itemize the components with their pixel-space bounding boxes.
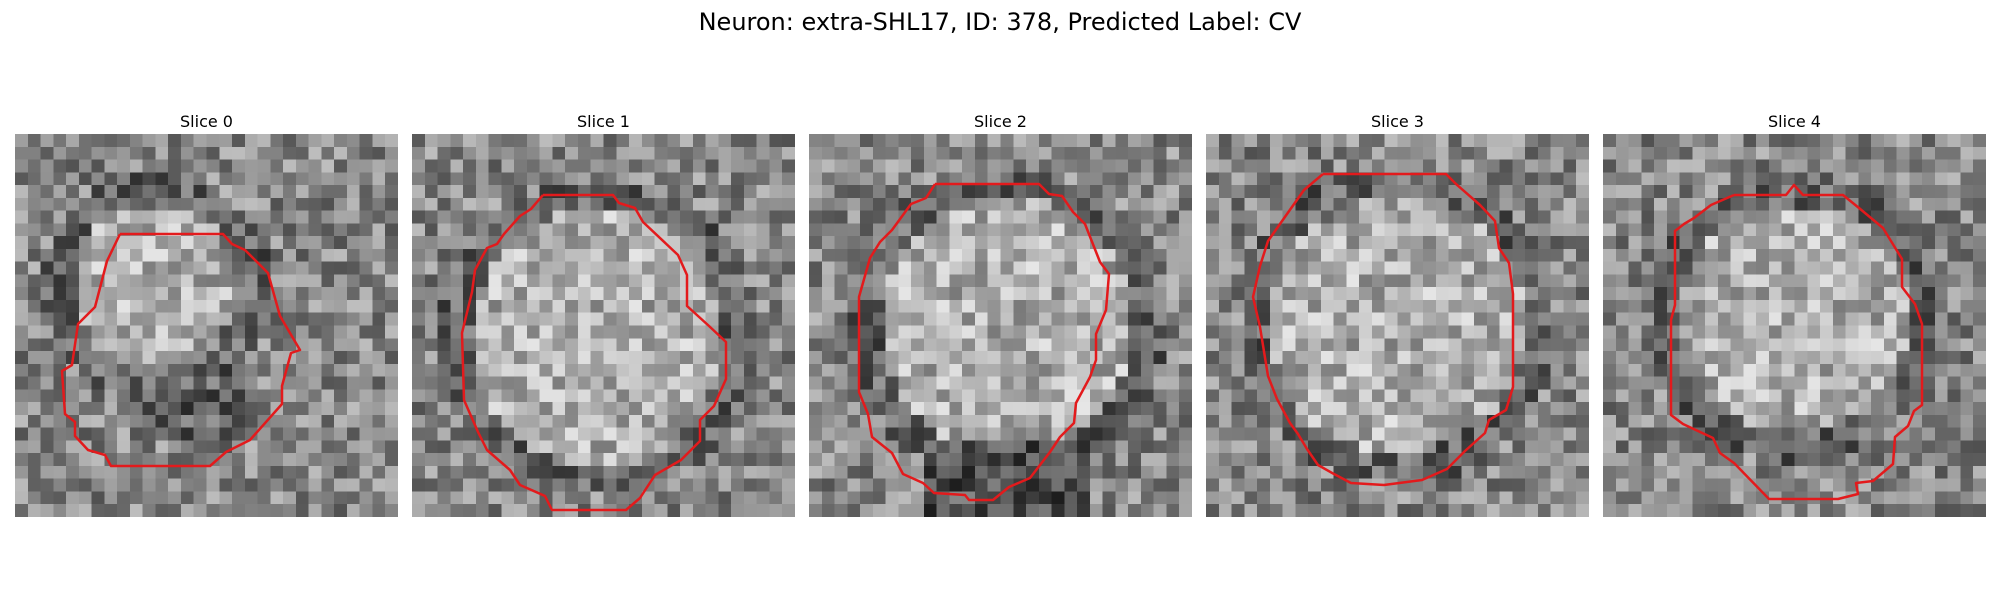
slice-title-4: Slice 4 [1603, 110, 1986, 134]
slice-title-3: Slice 3 [1206, 110, 1589, 134]
contour-line-3 [1253, 174, 1513, 485]
figure-title: Neuron: extra-SHL17, ID: 378, Predicted … [0, 8, 2000, 36]
contour-overlay-1 [412, 134, 795, 517]
contour-overlay-0 [15, 134, 398, 517]
contour-overlay-4 [1603, 134, 1986, 517]
slice-panel-1: Slice 1 [412, 110, 795, 134]
contour-line-0 [62, 234, 300, 466]
slice-panel-4: Slice 4 [1603, 110, 1986, 134]
contour-overlay-2 [809, 134, 1192, 517]
slice-panel-0: Slice 0 [15, 110, 398, 134]
slice-panel-3: Slice 3 [1206, 110, 1589, 134]
contour-line-4 [1671, 185, 1922, 499]
contour-overlay-3 [1206, 134, 1589, 517]
slice-title-0: Slice 0 [15, 110, 398, 134]
contour-line-1 [462, 195, 726, 510]
slice-title-1: Slice 1 [412, 110, 795, 134]
slice-title-2: Slice 2 [809, 110, 1192, 134]
slice-panel-2: Slice 2 [809, 110, 1192, 134]
contour-line-2 [859, 184, 1109, 500]
